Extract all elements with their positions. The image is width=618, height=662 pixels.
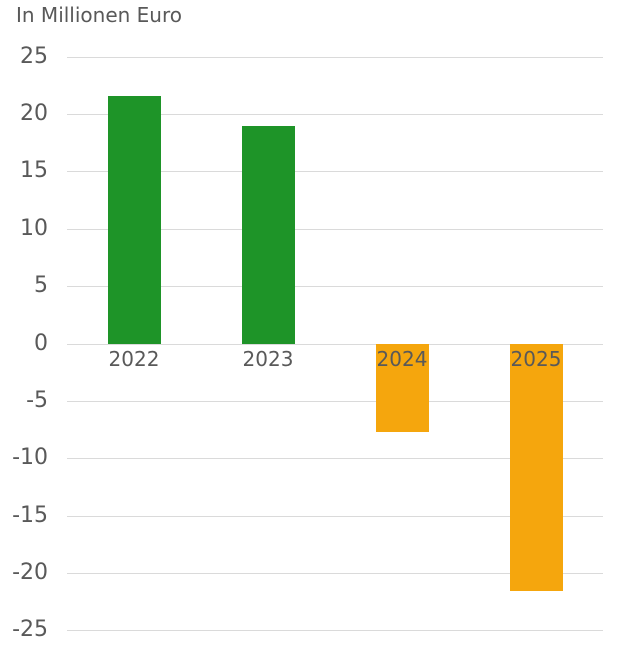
gridline <box>67 114 603 115</box>
x-category-label: 2022 <box>108 347 160 371</box>
zero-gridline <box>67 344 603 345</box>
gridline <box>67 458 603 459</box>
bar-2025 <box>510 344 563 591</box>
gridline <box>67 516 603 517</box>
y-tick-label: 0 <box>34 331 48 356</box>
gridline <box>67 573 603 574</box>
x-category-label: 2024 <box>376 347 428 371</box>
bar-2024 <box>376 344 429 432</box>
y-tick-label: 5 <box>34 273 48 298</box>
y-tick-label: 15 <box>20 158 48 183</box>
y-tick-label: -10 <box>12 445 48 470</box>
x-category-label: 2025 <box>510 347 562 371</box>
gridline <box>67 630 603 631</box>
bar-2023 <box>242 126 295 344</box>
x-category-label: 2023 <box>242 347 294 371</box>
y-tick-label: 20 <box>20 101 48 126</box>
y-tick-label: -5 <box>26 388 48 413</box>
y-tick-label: 25 <box>20 44 48 69</box>
y-tick-label: -20 <box>12 560 48 585</box>
bar-2022 <box>108 96 161 344</box>
gridline <box>67 229 603 230</box>
y-tick-label: 10 <box>20 216 48 241</box>
y-tick-label: -25 <box>12 617 48 642</box>
gridline <box>67 286 603 287</box>
gridline <box>67 57 603 58</box>
y-tick-label: -15 <box>12 503 48 528</box>
gridline <box>67 401 603 402</box>
chart-title: In Millionen Euro <box>16 3 182 27</box>
gridline <box>67 171 603 172</box>
